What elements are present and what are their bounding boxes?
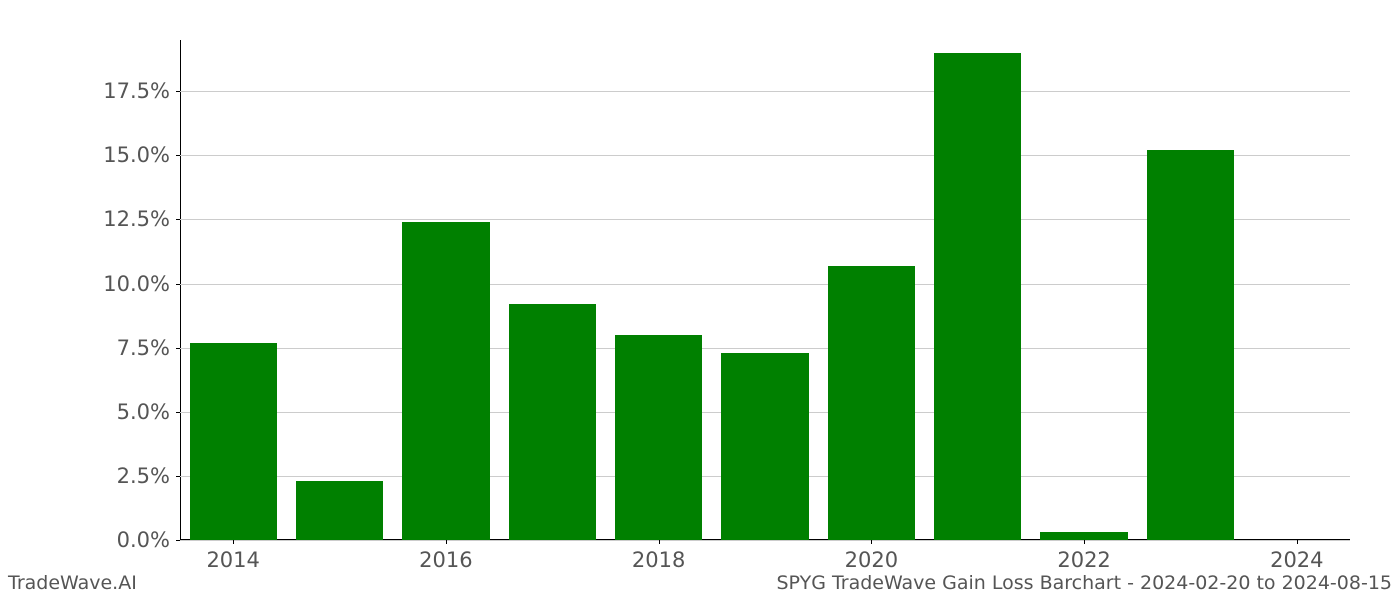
y-tick-label: 7.5% (90, 336, 170, 360)
footer-right-text: SPYG TradeWave Gain Loss Barchart - 2024… (776, 572, 1392, 594)
bar-2015 (296, 481, 383, 540)
bar-2020 (828, 266, 915, 540)
bar-2021 (934, 53, 1021, 540)
y-tick-mark (176, 348, 180, 349)
y-tick-mark (176, 155, 180, 156)
y-tick-label: 2.5% (90, 464, 170, 488)
bar-2022 (1040, 532, 1127, 540)
y-tick-label: 12.5% (90, 207, 170, 231)
bar-2017 (509, 304, 596, 540)
y-tick-mark (176, 284, 180, 285)
y-tick-label: 5.0% (90, 400, 170, 424)
bar-2019 (721, 353, 808, 540)
x-tick-label: 2022 (1057, 548, 1110, 572)
x-tick-mark (446, 540, 447, 544)
x-tick-mark (233, 540, 234, 544)
bar-2018 (615, 335, 702, 540)
x-tick-label: 2018 (632, 548, 685, 572)
y-tick-label: 10.0% (90, 272, 170, 296)
y-tick-mark (176, 476, 180, 477)
y-axis-spine (180, 40, 181, 540)
x-tick-label: 2020 (845, 548, 898, 572)
x-tick-label: 2016 (419, 548, 472, 572)
footer-left-text: TradeWave.AI (8, 572, 137, 594)
x-tick-mark (1084, 540, 1085, 544)
plot-region (180, 40, 1350, 540)
bar-2014 (190, 343, 277, 540)
bar-2016 (402, 222, 489, 540)
y-tick-mark (176, 412, 180, 413)
gridline (180, 91, 1350, 92)
x-tick-label: 2024 (1270, 548, 1323, 572)
y-tick-label: 17.5% (90, 79, 170, 103)
chart-plot-area (180, 40, 1350, 540)
bar-2023 (1147, 150, 1234, 540)
y-tick-label: 0.0% (90, 528, 170, 552)
x-tick-label: 2014 (206, 548, 259, 572)
y-tick-label: 15.0% (90, 143, 170, 167)
x-tick-mark (871, 540, 872, 544)
x-tick-mark (1297, 540, 1298, 544)
x-tick-mark (659, 540, 660, 544)
y-tick-mark (176, 91, 180, 92)
gridline (180, 540, 1350, 541)
y-tick-mark (176, 540, 180, 541)
y-tick-mark (176, 219, 180, 220)
